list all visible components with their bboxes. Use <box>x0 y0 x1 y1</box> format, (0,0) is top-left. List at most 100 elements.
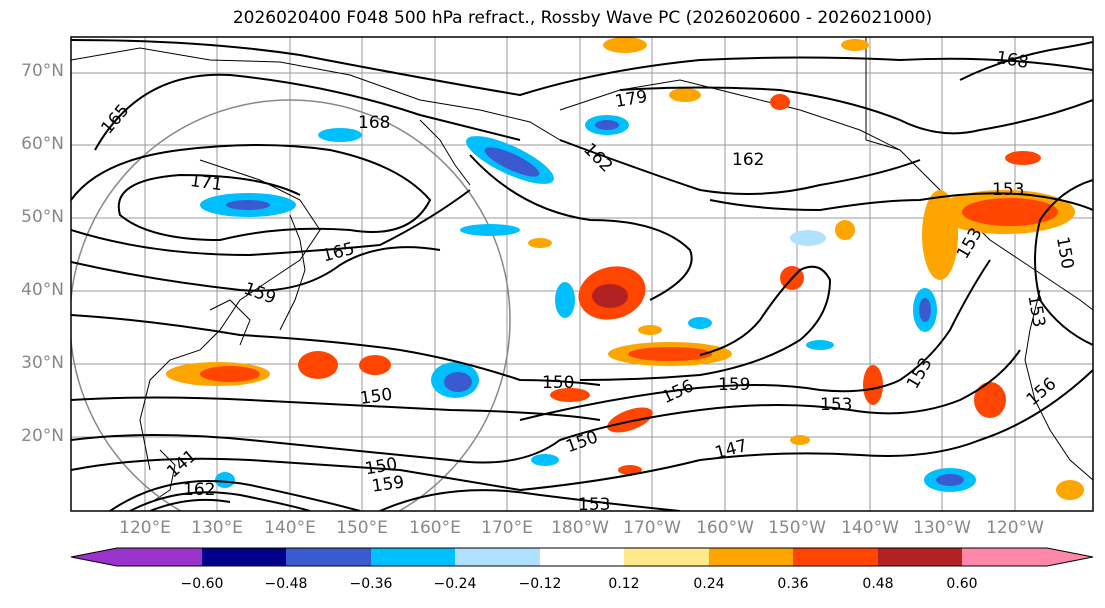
colorbar-tick: 0.60 <box>946 576 978 592</box>
lon-label: 150°E <box>336 518 388 538</box>
contour-label: 162 <box>732 150 764 170</box>
contour-label: 159 <box>371 472 406 496</box>
colorbar <box>70 547 1094 567</box>
pos-patch <box>528 238 552 248</box>
colorbar-segment <box>286 548 371 566</box>
colorbar-extend-right <box>1047 548 1093 566</box>
map-area <box>71 37 1093 511</box>
coastlines <box>71 37 1093 501</box>
lon-label: 140°W <box>841 518 899 538</box>
colorbar-segment <box>371 548 455 566</box>
contour-label: 150 <box>359 385 394 409</box>
neg-patch <box>919 298 931 322</box>
neg-patch <box>444 372 472 392</box>
colorbar-tick: −0.12 <box>518 576 562 592</box>
pos-patch <box>974 382 1006 418</box>
pos-patch <box>607 407 653 433</box>
pos-patch <box>603 37 647 53</box>
contour-label: 150 <box>542 373 574 393</box>
colorbar-tick: 0.36 <box>777 576 809 592</box>
contour-label: 168 <box>358 113 390 133</box>
pos-patch <box>770 94 790 110</box>
pos-patch <box>863 365 883 405</box>
lon-label: 140°E <box>264 518 316 538</box>
contour-label: 153 <box>820 395 852 415</box>
colorbar-segment <box>793 548 878 566</box>
pos-patch <box>550 388 590 402</box>
neg-patch <box>215 472 235 488</box>
contour-label: 159 <box>718 375 750 395</box>
pos-patch <box>1005 151 1041 165</box>
colorbar-tick: −0.48 <box>264 576 308 592</box>
colorbar-segment <box>455 548 540 566</box>
colorbar-segment <box>709 548 793 566</box>
neg-patch <box>595 120 619 130</box>
contour-label: 153 <box>578 495 610 515</box>
anomaly-patches <box>166 37 1084 500</box>
pos-patch <box>359 355 391 375</box>
contour-label: 153 <box>992 180 1024 200</box>
neg-patch <box>688 317 712 329</box>
pos-patch <box>669 88 701 102</box>
lat-label: 70°N <box>21 61 64 81</box>
colorbar-tick: 0.48 <box>862 576 894 592</box>
map-title: 2026020400 F048 500 hPa refract., Rossby… <box>232 8 933 28</box>
colorbar-tick: −0.36 <box>349 576 393 592</box>
lon-label: 120°E <box>119 518 171 538</box>
pos-patch <box>200 366 260 382</box>
pos-patch <box>618 465 642 475</box>
pos-patch <box>922 190 958 280</box>
neg-patch <box>484 147 540 177</box>
neg-patch <box>460 224 520 236</box>
graticule <box>71 37 1093 511</box>
lon-label: 170°W <box>623 518 681 538</box>
colorbar-tick: 0.24 <box>693 576 725 592</box>
lon-label: 150°W <box>768 518 826 538</box>
pos-patch <box>841 39 869 51</box>
colorbar-segment <box>624 548 709 566</box>
colorbar-tick: 0.12 <box>608 576 640 592</box>
colorbar-tick: −0.60 <box>180 576 224 592</box>
contour-label: 171 <box>189 171 224 195</box>
contours <box>71 39 1093 511</box>
neg-patch <box>226 200 270 210</box>
colorbar-segment <box>878 548 962 566</box>
pos-patch <box>628 347 712 361</box>
lon-label: 160°E <box>409 518 461 538</box>
colorbar-tick: −0.24 <box>433 576 477 592</box>
pos-patch <box>1056 480 1084 500</box>
colorbar-segment <box>202 548 286 566</box>
neg-patch <box>806 340 834 350</box>
range-circle <box>71 99 511 511</box>
pos-patch <box>835 220 855 240</box>
lat-label: 40°N <box>21 280 64 300</box>
lon-label: 130°W <box>913 518 971 538</box>
map-frame <box>70 36 1094 512</box>
neg-patch <box>936 474 964 486</box>
colorbar-extend-left <box>71 548 117 566</box>
neg-patch <box>531 454 559 466</box>
contour-label: 162 <box>183 480 215 500</box>
colorbar-segment <box>117 548 202 566</box>
lat-label: 50°N <box>21 207 64 227</box>
lon-label: 120°W <box>986 518 1044 538</box>
lat-label: 30°N <box>21 353 64 373</box>
lat-label: 20°N <box>21 426 64 446</box>
pos-patch <box>298 351 338 379</box>
pos-patch <box>790 435 810 445</box>
pos-patch <box>638 325 662 335</box>
colorbar-segment <box>540 548 624 566</box>
neg-patch <box>790 230 826 246</box>
lon-label: 180°W <box>551 518 609 538</box>
pos-patch <box>592 284 628 308</box>
lon-label: 170°E <box>481 518 533 538</box>
lat-label: 60°N <box>21 134 64 154</box>
lon-label: 130°E <box>191 518 243 538</box>
neg-patch <box>318 128 362 142</box>
lon-label: 160°W <box>696 518 754 538</box>
neg-patch <box>555 282 575 318</box>
pos-patch <box>962 198 1058 226</box>
colorbar-segment <box>962 548 1047 566</box>
